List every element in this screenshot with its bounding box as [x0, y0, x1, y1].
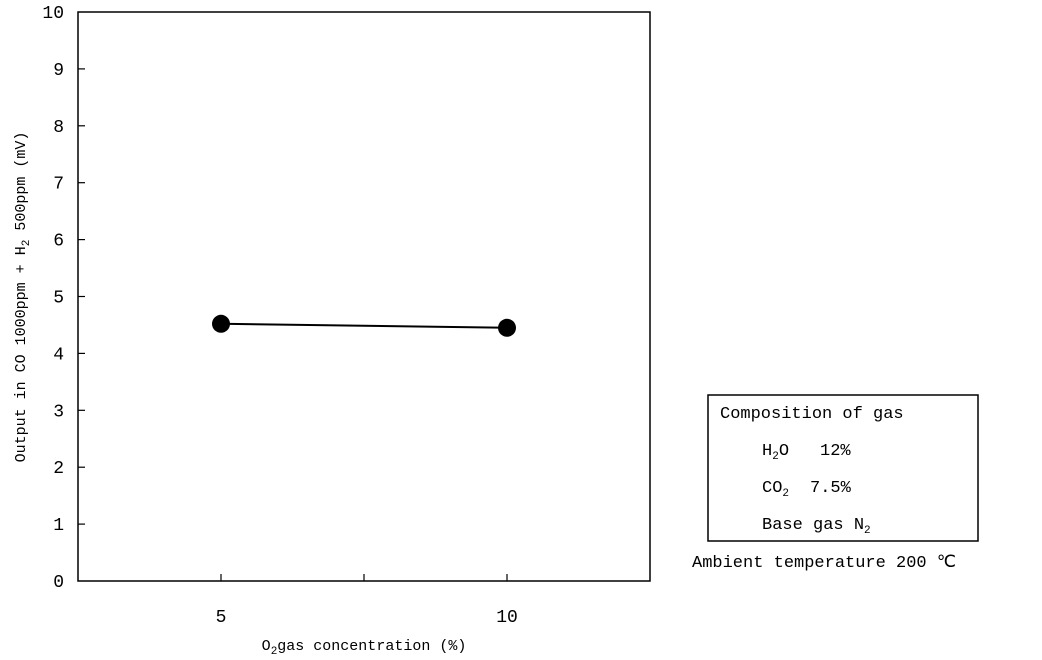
- y-tick-label: 3: [53, 402, 64, 422]
- composition-h2o: H2O: [762, 442, 789, 463]
- y-tick-label: 9: [53, 61, 64, 81]
- composition-h2o-value: 12%: [820, 442, 851, 461]
- data-series: [212, 314, 516, 337]
- y-tick-label: 2: [53, 459, 64, 479]
- data-point: [498, 318, 516, 337]
- y-tick-label: 1: [53, 516, 64, 536]
- composition-title: Composition of gas: [720, 405, 904, 424]
- composition-base-gas: Base gas N2: [762, 516, 871, 537]
- y-tick-label: 8: [53, 118, 64, 138]
- y-axis-ticks: 0 1 2 3 4 5 6 7 8 9 10: [42, 4, 85, 593]
- ambient-temperature: Ambient temperature 200 ℃: [692, 554, 956, 573]
- y-tick-label: 0: [53, 573, 64, 593]
- y-tick-label: 6: [53, 232, 64, 252]
- y-tick-label: 7: [53, 175, 64, 195]
- x-tick-label: 10: [496, 608, 518, 628]
- plot-frame: [77, 11, 651, 582]
- series-line: [220, 322, 508, 329]
- composition-frame: [707, 394, 979, 542]
- gas-composition-box: Composition of gas H2O 12% CO2 7.5% Base…: [707, 394, 979, 542]
- y-tick-label: 5: [53, 289, 64, 309]
- plot-area: [77, 11, 651, 582]
- data-point: [212, 314, 230, 333]
- composition-co2: CO2: [762, 479, 789, 500]
- y-tick-label: 10: [42, 4, 64, 24]
- x-axis-label: O2gas concentration (%): [262, 638, 467, 658]
- y-tick-label: 4: [53, 345, 64, 365]
- composition-co2-value: 7.5%: [810, 479, 852, 498]
- x-axis-ticks: 5 10: [216, 574, 518, 628]
- x-tick-label: 5: [216, 608, 227, 628]
- y-axis-label: Output in CO 1000ppm + H2 500ppm (mV): [13, 132, 33, 463]
